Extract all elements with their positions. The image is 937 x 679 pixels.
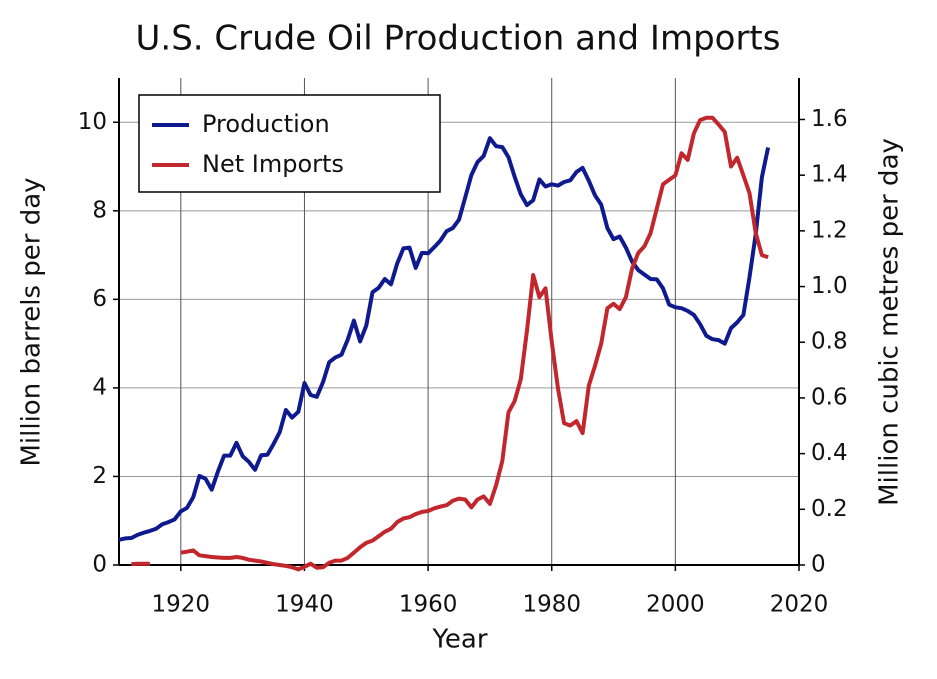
chart-title: U.S. Crude Oil Production and Imports — [136, 19, 781, 59]
x-axis-label: Year — [431, 625, 487, 655]
legend-label: Net Imports — [202, 150, 344, 178]
y2-tick-label: 1.4 — [811, 162, 848, 188]
x-tick-label: 1940 — [275, 592, 334, 618]
x-tick-label: 1920 — [152, 592, 211, 618]
y2-tick-label: 1.0 — [811, 273, 848, 299]
y-tick-label: 2 — [92, 463, 107, 489]
y2-tick-label: 1.6 — [811, 106, 848, 132]
y-tick-label: 10 — [78, 109, 107, 135]
x-tick-label: 1980 — [522, 592, 581, 618]
y-tick-label: 8 — [92, 197, 107, 223]
y2-tick-label: 0.4 — [811, 440, 848, 466]
series-line — [131, 115, 769, 572]
y-tick-label: 6 — [92, 286, 107, 312]
y-tick-label: 4 — [92, 374, 107, 400]
y2-tick-label: 0.6 — [811, 384, 848, 410]
y2-tick-label: 0.2 — [811, 496, 848, 522]
y2-tick-label: 0.8 — [811, 329, 848, 355]
legend-box — [138, 94, 441, 193]
x-tick-label: 2020 — [770, 592, 829, 618]
y2-tick-label: 1.2 — [811, 217, 848, 243]
y-tick-label: 0 — [92, 552, 107, 578]
series-line — [118, 136, 771, 542]
y-axis-label: Million barrels per day — [17, 177, 47, 466]
y2-axis-label: Million cubic metres per day — [875, 138, 905, 506]
legend-label: Production — [202, 110, 330, 138]
x-tick-label: 1960 — [399, 592, 458, 618]
y2-tick-label: 0 — [811, 552, 826, 578]
x-tick-label: 2000 — [646, 592, 705, 618]
